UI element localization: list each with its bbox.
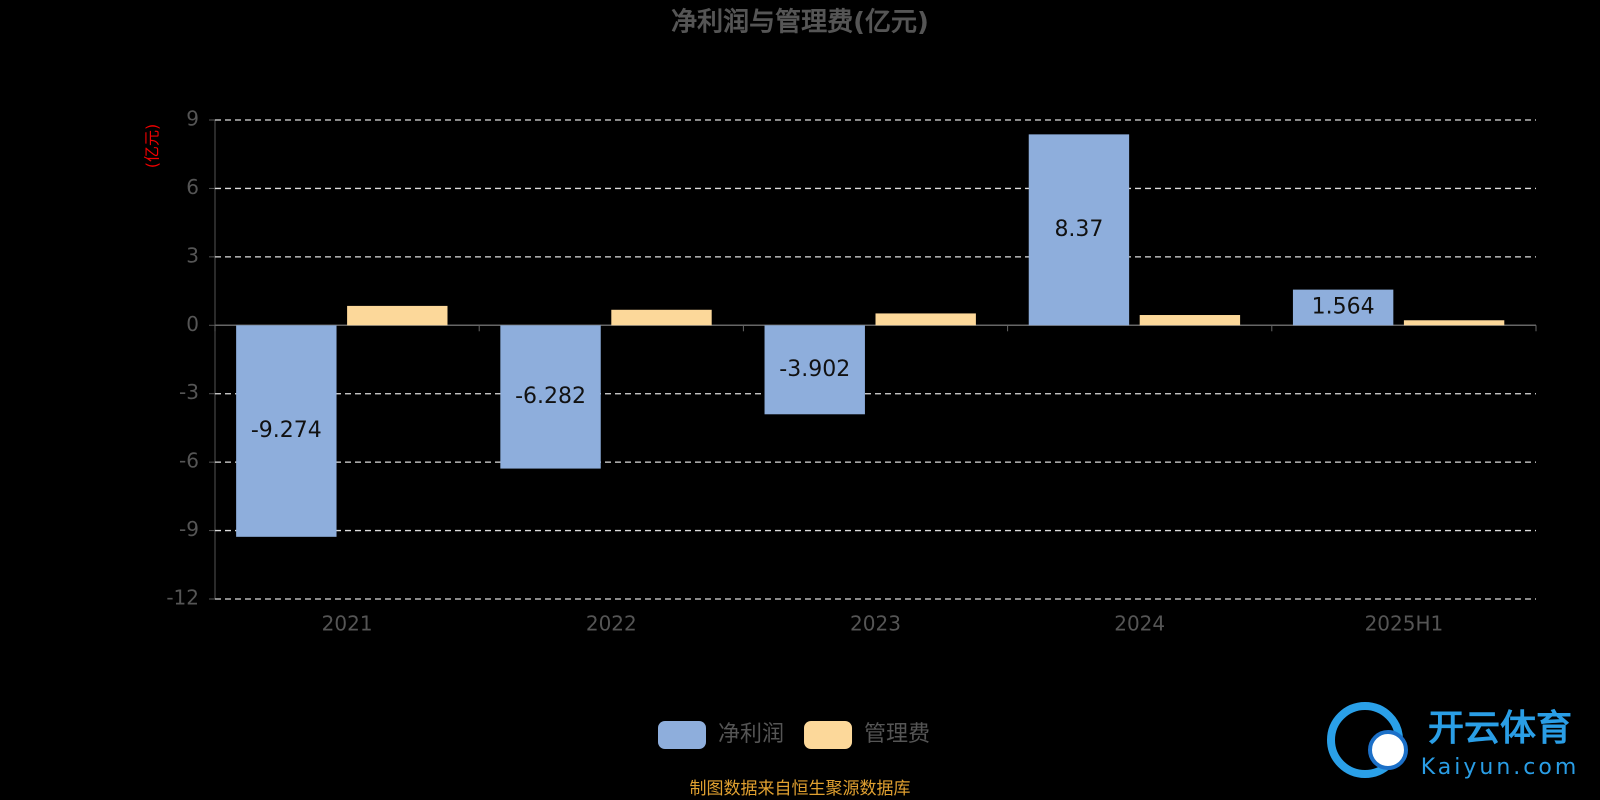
bar <box>875 313 976 326</box>
bar <box>347 305 448 326</box>
chart-title: 净利润与管理费(亿元) <box>671 7 929 38</box>
x-tick-label: 2022 <box>586 612 637 636</box>
data-label: 8.37 <box>1054 217 1103 242</box>
data-label: -6.282 <box>515 384 586 409</box>
legend: 净利润 管理费 <box>658 721 930 749</box>
legend-label: 管理费 <box>864 722 930 747</box>
bar <box>1028 134 1130 326</box>
legend-swatch <box>658 721 706 749</box>
bar <box>236 325 337 537</box>
y-tick-label: -6 <box>179 449 199 473</box>
source-note: 制图数据来自恒生聚源数据库 <box>690 779 911 799</box>
bar <box>1139 315 1241 326</box>
bar <box>1403 320 1505 326</box>
y-tick-label: 3 <box>186 243 199 267</box>
watermark-site: Kaiyun.com <box>1421 755 1580 780</box>
logo-ball <box>1368 730 1408 770</box>
y-axis-label: (亿元) <box>143 124 162 169</box>
bar <box>611 309 712 326</box>
y-tick-label: -9 <box>179 517 199 541</box>
bar <box>500 325 601 469</box>
watermark-name: 开云体育 <box>1428 708 1572 749</box>
legend-label: 净利润 <box>718 722 784 747</box>
bar <box>1292 289 1394 326</box>
x-tick-label: 2023 <box>850 612 901 636</box>
y-tick-label: 0 <box>186 312 199 336</box>
data-label: -3.902 <box>779 357 850 382</box>
y-tick-label: -3 <box>179 380 199 404</box>
x-tick-label: 2024 <box>1114 612 1165 636</box>
y-tick-label: 9 <box>186 107 199 131</box>
data-label: 1.564 <box>1312 294 1375 319</box>
bar <box>764 325 865 415</box>
y-tick-label: 6 <box>186 175 199 199</box>
x-tick-label: 2025H1 <box>1365 612 1444 636</box>
y-tick-label: -12 <box>166 586 199 610</box>
watermark-logo: 开云体育 Kaiyun.com <box>1327 702 1580 780</box>
data-label: -9.274 <box>251 418 322 443</box>
legend-swatch <box>804 721 853 749</box>
x-tick-label: 2021 <box>322 612 373 636</box>
